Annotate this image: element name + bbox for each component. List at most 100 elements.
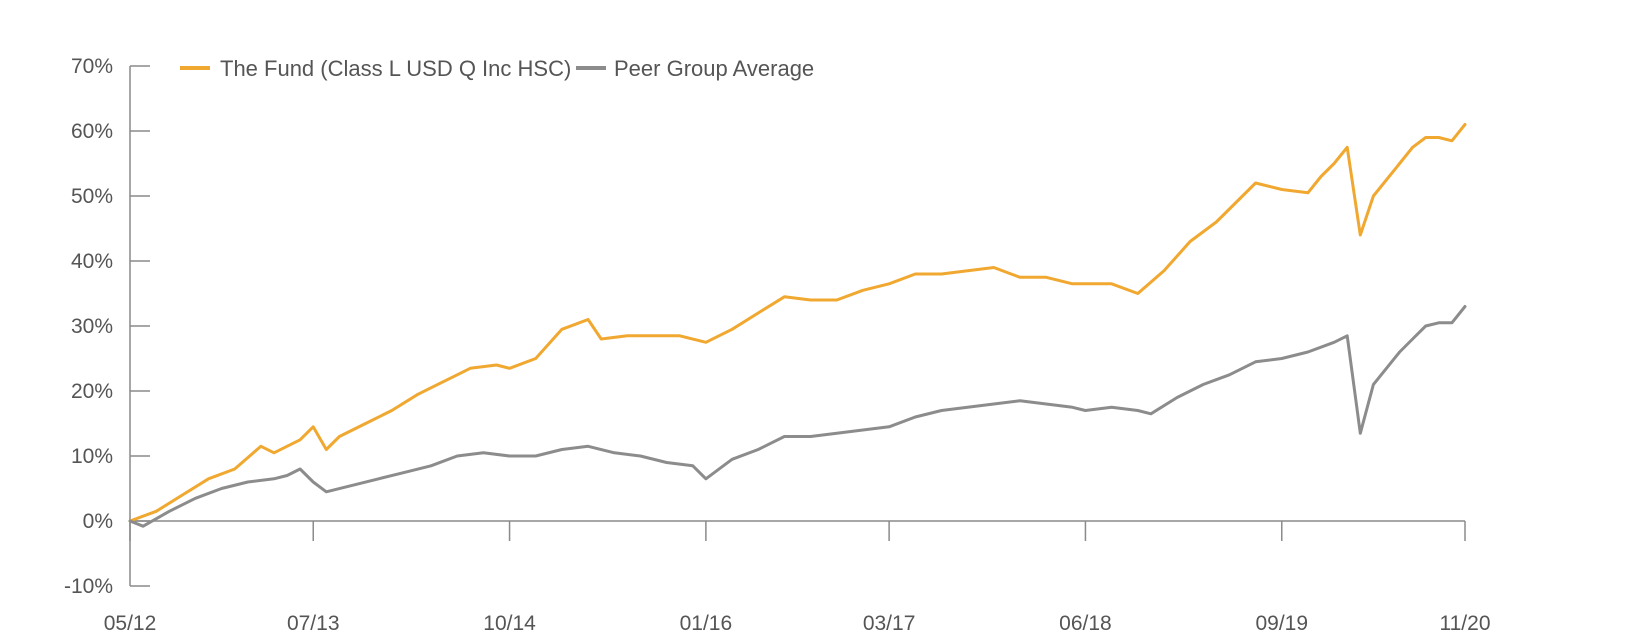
data-point: [993, 403, 995, 405]
x-tick-label: 11/20: [1440, 612, 1491, 635]
x-tick-label: 05/12: [104, 612, 157, 635]
data-point: [757, 312, 759, 314]
data-point: [1281, 188, 1283, 191]
x-tick-label: 09/19: [1255, 612, 1308, 635]
data-point: [1398, 162, 1401, 165]
data-point: [260, 445, 262, 448]
y-tick-label: 70%: [71, 55, 113, 78]
y-tick-label: 20%: [71, 380, 113, 403]
data-point: [495, 364, 498, 366]
data-point: [508, 455, 511, 457]
data-point: [1333, 341, 1335, 344]
data-point: [273, 452, 275, 454]
data-point: [1281, 357, 1283, 360]
y-tick-label: 10%: [71, 445, 113, 468]
data-point: [1215, 221, 1218, 223]
y-tick-label: 40%: [71, 250, 113, 273]
data-point: [1110, 406, 1113, 409]
x-tick-label: 01/16: [680, 612, 733, 635]
data-point: [534, 455, 537, 457]
data-point: [220, 487, 223, 490]
data-point: [207, 478, 210, 480]
data-point: [809, 435, 812, 438]
data-point: [1398, 351, 1401, 353]
data-point: [639, 455, 642, 457]
data-point: [456, 455, 459, 457]
series-fund: [128, 123, 1467, 523]
data-point: [1019, 400, 1021, 402]
data-point: [940, 409, 943, 412]
data-point: [1254, 182, 1257, 184]
y-tick-label: -10%: [64, 575, 113, 598]
data-point: [299, 468, 301, 470]
data-point: [1110, 283, 1113, 285]
data-point: [705, 341, 707, 344]
data-point: [1346, 335, 1348, 337]
data-point: [430, 465, 432, 467]
data-point: [783, 296, 786, 298]
data-point: [1189, 240, 1191, 243]
data-point: [1084, 283, 1087, 285]
data-point: [914, 273, 917, 275]
data-point: [678, 335, 681, 337]
series-layer: [128, 123, 1467, 528]
data-point: [1424, 136, 1427, 139]
data-point: [1333, 162, 1335, 165]
data-point: [286, 474, 288, 477]
data-point: [233, 468, 236, 470]
data-point: [652, 335, 655, 337]
data-point: [966, 270, 969, 272]
data-point: [1346, 146, 1348, 149]
data-point: [377, 478, 380, 480]
data-point: [482, 452, 485, 454]
data-point: [404, 471, 406, 474]
data-point: [299, 439, 301, 441]
data-point: [194, 497, 197, 500]
x-axis: 05/12 07/13 10/14 01/16 03/17 06/18 09/19 11/20: [104, 520, 1491, 635]
y-tick-label: 30%: [71, 315, 113, 338]
data-point: [1019, 276, 1021, 279]
data-point: [1464, 305, 1466, 308]
data-point: [888, 426, 890, 428]
data-point: [351, 484, 354, 487]
data-point: [836, 299, 838, 301]
data-point: [1071, 406, 1074, 409]
data-point: [888, 283, 890, 285]
data-point: [325, 448, 328, 451]
data-point: [1438, 136, 1440, 139]
data-point: [731, 458, 733, 461]
data-point: [168, 510, 171, 513]
data-point: [1307, 192, 1309, 194]
data-point: [1359, 432, 1362, 435]
data-point: [325, 491, 328, 493]
data-point: [338, 435, 341, 438]
legend-label: Peer Group Average: [614, 56, 814, 81]
data-point: [181, 494, 184, 496]
data-point: [155, 510, 157, 513]
data-point: [247, 481, 249, 483]
legend-label: The Fund (Class L USD Q Inc HSC): [220, 56, 571, 81]
data-point: [1320, 175, 1322, 178]
data-point: [312, 426, 315, 428]
data-point: [1084, 409, 1087, 412]
data-point: [1411, 146, 1414, 149]
data-point: [1228, 374, 1231, 376]
data-point: [312, 481, 315, 483]
data-point: [940, 273, 943, 275]
series-line: [128, 305, 1467, 528]
data-point: [1451, 322, 1453, 324]
data-point: [809, 299, 812, 301]
data-point: [1241, 195, 1244, 197]
data-point: [993, 266, 995, 269]
data-point: [1464, 123, 1466, 126]
x-tick-label: 03/17: [863, 612, 916, 635]
y-axis: 70% 60% 50% 40% 30% 20% 10% 0% -10%: [64, 55, 150, 598]
data-point: [1137, 292, 1139, 295]
data-point: [1150, 413, 1152, 415]
data-point: [587, 318, 589, 321]
data-point: [1202, 383, 1204, 386]
data-point: [1045, 276, 1047, 279]
data-point: [364, 422, 367, 425]
data-point: [1438, 322, 1440, 324]
data-point: [914, 416, 917, 418]
